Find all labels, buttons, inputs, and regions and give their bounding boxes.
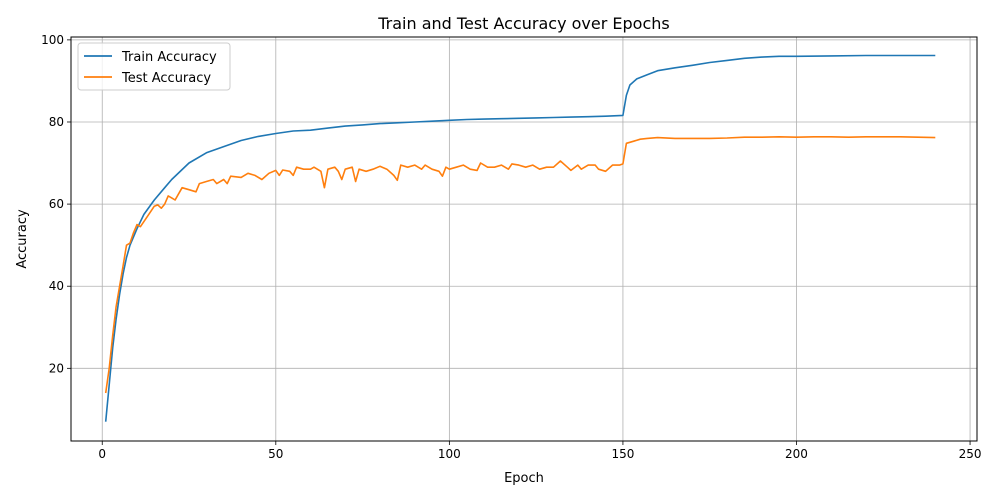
- y-tick-label: 80: [49, 115, 64, 129]
- series-layer: [104, 54, 936, 422]
- chart-title: Train and Test Accuracy over Epochs: [377, 14, 669, 33]
- y-tick-label: 20: [49, 361, 64, 375]
- y-tick-label: 100: [41, 33, 64, 47]
- x-tick-label: 100: [438, 447, 461, 461]
- legend-box: [77, 42, 231, 91]
- legend: Train Accuracy Test Accuracy: [77, 42, 231, 91]
- x-tick-label: 50: [268, 447, 283, 461]
- y-axis-title: Accuracy: [15, 209, 30, 269]
- axis-ticks: 0 50 100 150 200 250 20 40 60 80 100: [41, 33, 981, 461]
- x-tick-label: 200: [785, 447, 808, 461]
- legend-label-test: Test Accuracy: [121, 71, 211, 86]
- x-tick-label: 150: [611, 447, 634, 461]
- grid-lines: [71, 37, 977, 441]
- train-accuracy-line: [104, 54, 936, 422]
- test-accuracy-line: [104, 136, 936, 394]
- x-tick-label: 0: [98, 447, 106, 461]
- y-tick-label: 40: [49, 279, 64, 293]
- x-axis-title: Epoch: [504, 471, 544, 486]
- legend-label-train: Train Accuracy: [121, 50, 217, 65]
- x-tick-label: 250: [959, 447, 982, 461]
- y-tick-label: 60: [49, 197, 64, 211]
- plot-area-frame: [70, 36, 978, 442]
